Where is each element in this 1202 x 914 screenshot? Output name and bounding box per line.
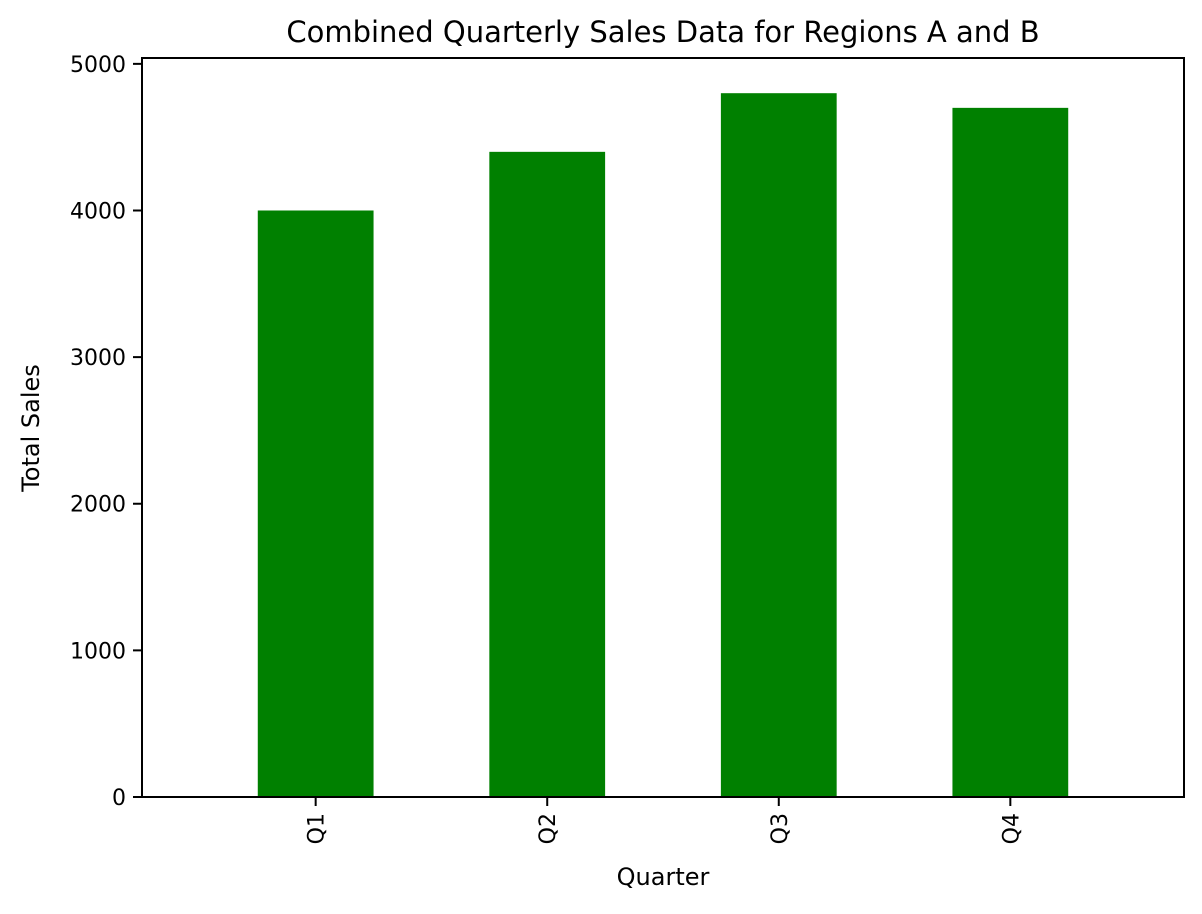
y-tick-label: 0 bbox=[112, 786, 126, 811]
bar-q3 bbox=[720, 93, 837, 797]
x-axis-label: Quarter bbox=[617, 863, 710, 891]
x-tick-label: Q3 bbox=[768, 813, 793, 844]
y-axis-label: Total Sales bbox=[17, 364, 45, 493]
y-tick-label: 2000 bbox=[70, 493, 126, 518]
y-tick-label: 1000 bbox=[70, 639, 126, 664]
bar-q2 bbox=[489, 151, 606, 798]
x-axis: Q1 Q2 Q3 Q4 bbox=[305, 797, 1024, 844]
y-tick-label: 5000 bbox=[70, 53, 126, 78]
bar-q1 bbox=[257, 210, 374, 797]
x-tick-label: Q1 bbox=[305, 813, 330, 844]
y-axis: 0 1000 2000 3000 4000 5000 bbox=[70, 53, 142, 811]
x-tick-label: Q4 bbox=[999, 813, 1024, 844]
bar-series bbox=[257, 93, 1069, 798]
y-tick-label: 4000 bbox=[70, 199, 126, 224]
chart-title: Combined Quarterly Sales Data for Region… bbox=[286, 15, 1039, 49]
plot-frame bbox=[141, 57, 1185, 798]
y-tick-label: 3000 bbox=[70, 346, 126, 371]
bar-q4 bbox=[952, 107, 1069, 798]
x-tick-label: Q2 bbox=[536, 813, 561, 844]
